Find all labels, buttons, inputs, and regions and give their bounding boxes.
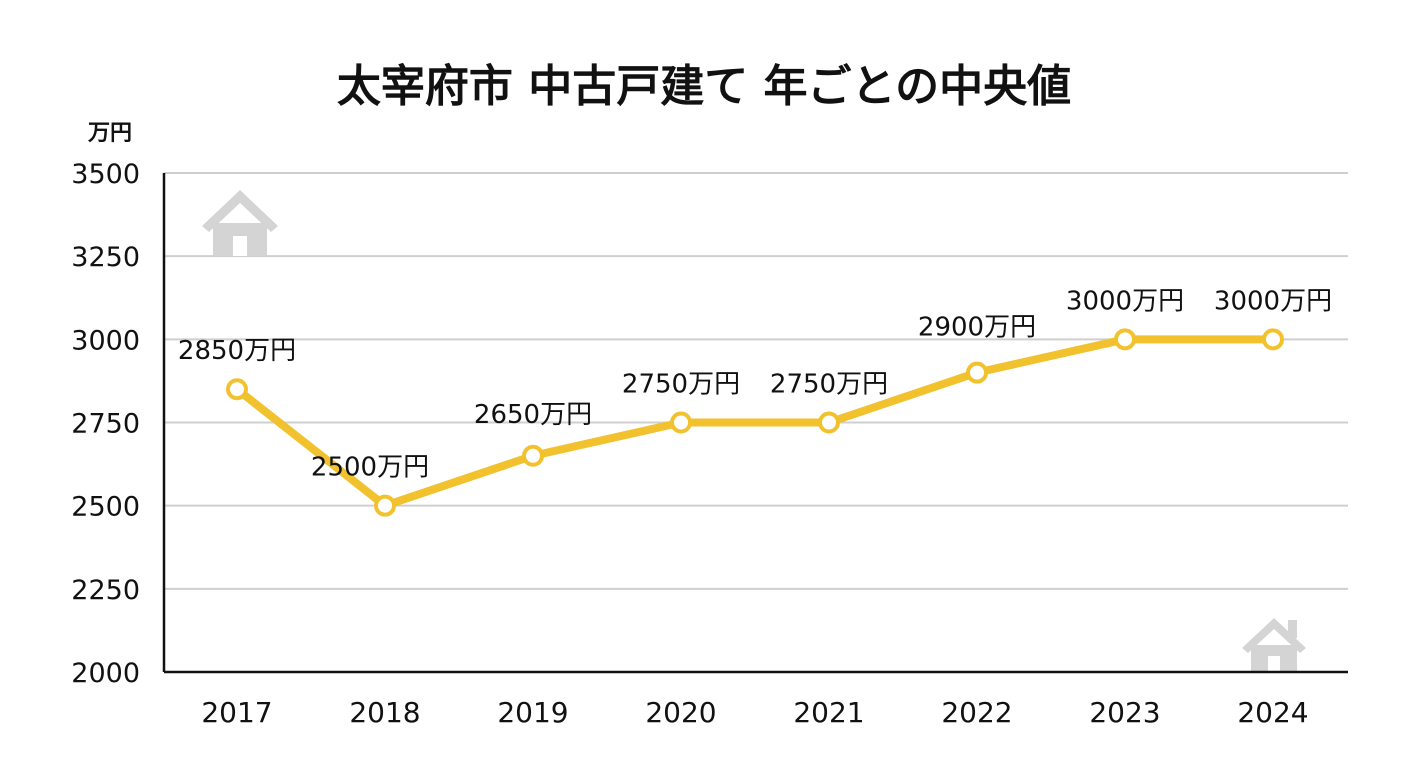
data-point (226, 378, 248, 401)
x-tick-label: 2022 (941, 696, 1012, 729)
y-axis-unit-label: 万円 (87, 121, 132, 146)
data-label: 3000万円 (1066, 286, 1184, 316)
data-label: 2750万円 (770, 370, 888, 400)
x-tick-label: 2018 (349, 696, 420, 729)
x-tick-label: 2021 (793, 696, 864, 729)
x-tick-label: 2024 (1237, 696, 1308, 729)
data-point (374, 494, 396, 517)
series-price (233, 335, 1277, 510)
data-point (818, 411, 840, 434)
data-points (226, 328, 1284, 517)
data-label: 2650万円 (474, 400, 592, 430)
y-tick-label: 3500 (71, 159, 140, 190)
y-tick-label: 2500 (71, 492, 140, 523)
x-tick-label: 2017 (201, 696, 272, 729)
data-point (1262, 328, 1284, 351)
y-tick-label: 2750 (71, 409, 140, 440)
data-label: 2850万円 (178, 336, 296, 366)
chart-title: 太宰府市 中古戸建て 年ごとの中央値 (337, 61, 1071, 112)
x-tick-label: 2019 (497, 696, 568, 729)
data-label: 2900万円 (918, 313, 1036, 343)
data-labels: 2850万円 2500万円 2650万円 2750万円 2750万円 2900万円 3000… (178, 286, 1332, 482)
x-tick-label: 2023 (1089, 696, 1160, 729)
y-axis-ticks: 2000 2250 2500 2750 3000 3250 3500 (71, 159, 140, 689)
data-point (1114, 328, 1136, 351)
y-tick-label: 3000 (71, 325, 140, 356)
x-axis-ticks: 2017 2018 2019 2020 2021 2022 2023 2024 (201, 696, 1308, 729)
data-point (522, 444, 544, 467)
data-label: 2750万円 (622, 370, 740, 400)
data-point (670, 411, 692, 434)
data-label: 3000万円 (1214, 286, 1332, 316)
y-tick-label: 3250 (71, 242, 140, 273)
y-tick-label: 2000 (71, 658, 140, 689)
data-point (966, 361, 988, 384)
house-icon (202, 190, 278, 256)
data-label: 2500万円 (311, 453, 429, 483)
y-tick-label: 2250 (71, 575, 140, 606)
axes (162, 173, 1348, 674)
x-tick-label: 2020 (645, 696, 716, 729)
series-line (233, 335, 1277, 510)
house-icon (1242, 618, 1306, 672)
grid-lines (164, 172, 1348, 590)
